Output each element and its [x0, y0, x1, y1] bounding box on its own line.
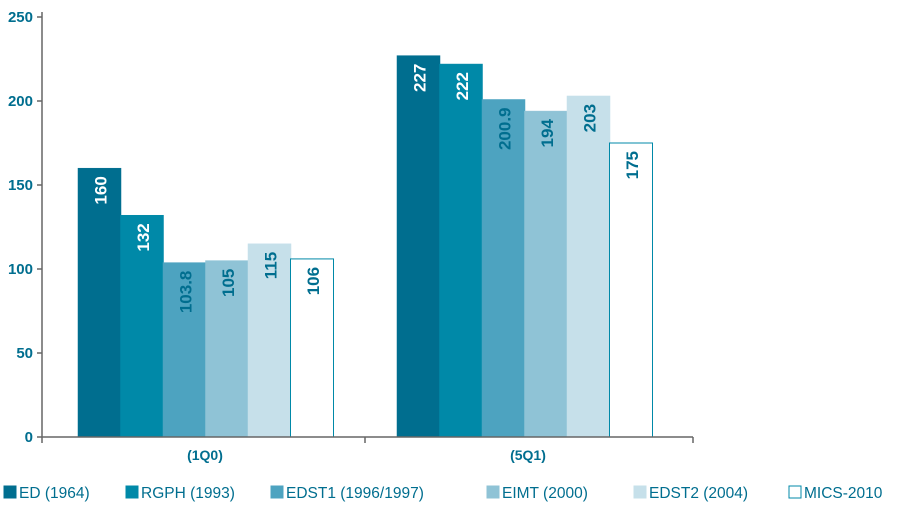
- data-label-1-0: 132: [134, 223, 153, 251]
- bar-2-1: [481, 99, 526, 438]
- legend-swatch-0: [3, 485, 17, 499]
- legend-swatch-2: [270, 485, 284, 499]
- y-tick-label-0: 0: [25, 429, 33, 446]
- category-label-0: (1Q0): [187, 447, 223, 463]
- legend-swatch-3: [486, 485, 500, 499]
- data-label-3-0: 105: [219, 269, 238, 297]
- bar-1-0: [120, 214, 164, 438]
- legend-label-3: EIMT (2000): [502, 485, 588, 502]
- data-label-2-1: 200.9: [496, 107, 515, 150]
- data-label-2-0: 103.8: [177, 271, 196, 314]
- data-label-3-1: 194: [538, 119, 557, 148]
- legend-swatch-4: [633, 485, 647, 499]
- data-label-4-0: 115: [262, 252, 281, 279]
- bar-3-0: [205, 260, 249, 438]
- data-label-0-1: 227: [411, 64, 430, 92]
- data-label-4-1: 203: [581, 104, 600, 132]
- bar-5-0: [290, 258, 334, 438]
- bar-5-1: [609, 142, 653, 438]
- bar-0-0: [77, 167, 122, 438]
- bar-1-1: [439, 63, 483, 438]
- legend-label-2: EDST1 (1996/1997): [286, 485, 424, 502]
- bar-4-0: [247, 243, 292, 438]
- y-tick-label-4: 200: [8, 93, 33, 110]
- bar-4-1: [566, 95, 611, 438]
- y-tick-label-2: 100: [8, 261, 33, 278]
- legend-swatch-5: [788, 485, 802, 499]
- bar-0-1: [396, 55, 441, 438]
- data-label-1-1: 222: [453, 72, 472, 100]
- y-tick-label-3: 150: [8, 177, 33, 194]
- data-label-5-0: 106: [304, 267, 323, 295]
- y-tick-label-5: 250: [8, 9, 33, 26]
- legend-label-0: ED (1964): [19, 485, 90, 502]
- data-label-0-0: 160: [92, 176, 111, 204]
- data-label-5-1: 175: [623, 151, 642, 179]
- y-tick-label-1: 50: [16, 345, 33, 362]
- bar-2-0: [162, 262, 207, 438]
- category-label-1: (5Q1): [510, 447, 546, 463]
- legend-label-1: RGPH (1993): [141, 485, 235, 502]
- legend-label-4: EDST2 (2004): [649, 485, 748, 502]
- legend-label-5: MICS-2010: [804, 485, 883, 502]
- legend-swatch-1: [125, 485, 139, 499]
- bar-3-1: [524, 110, 568, 438]
